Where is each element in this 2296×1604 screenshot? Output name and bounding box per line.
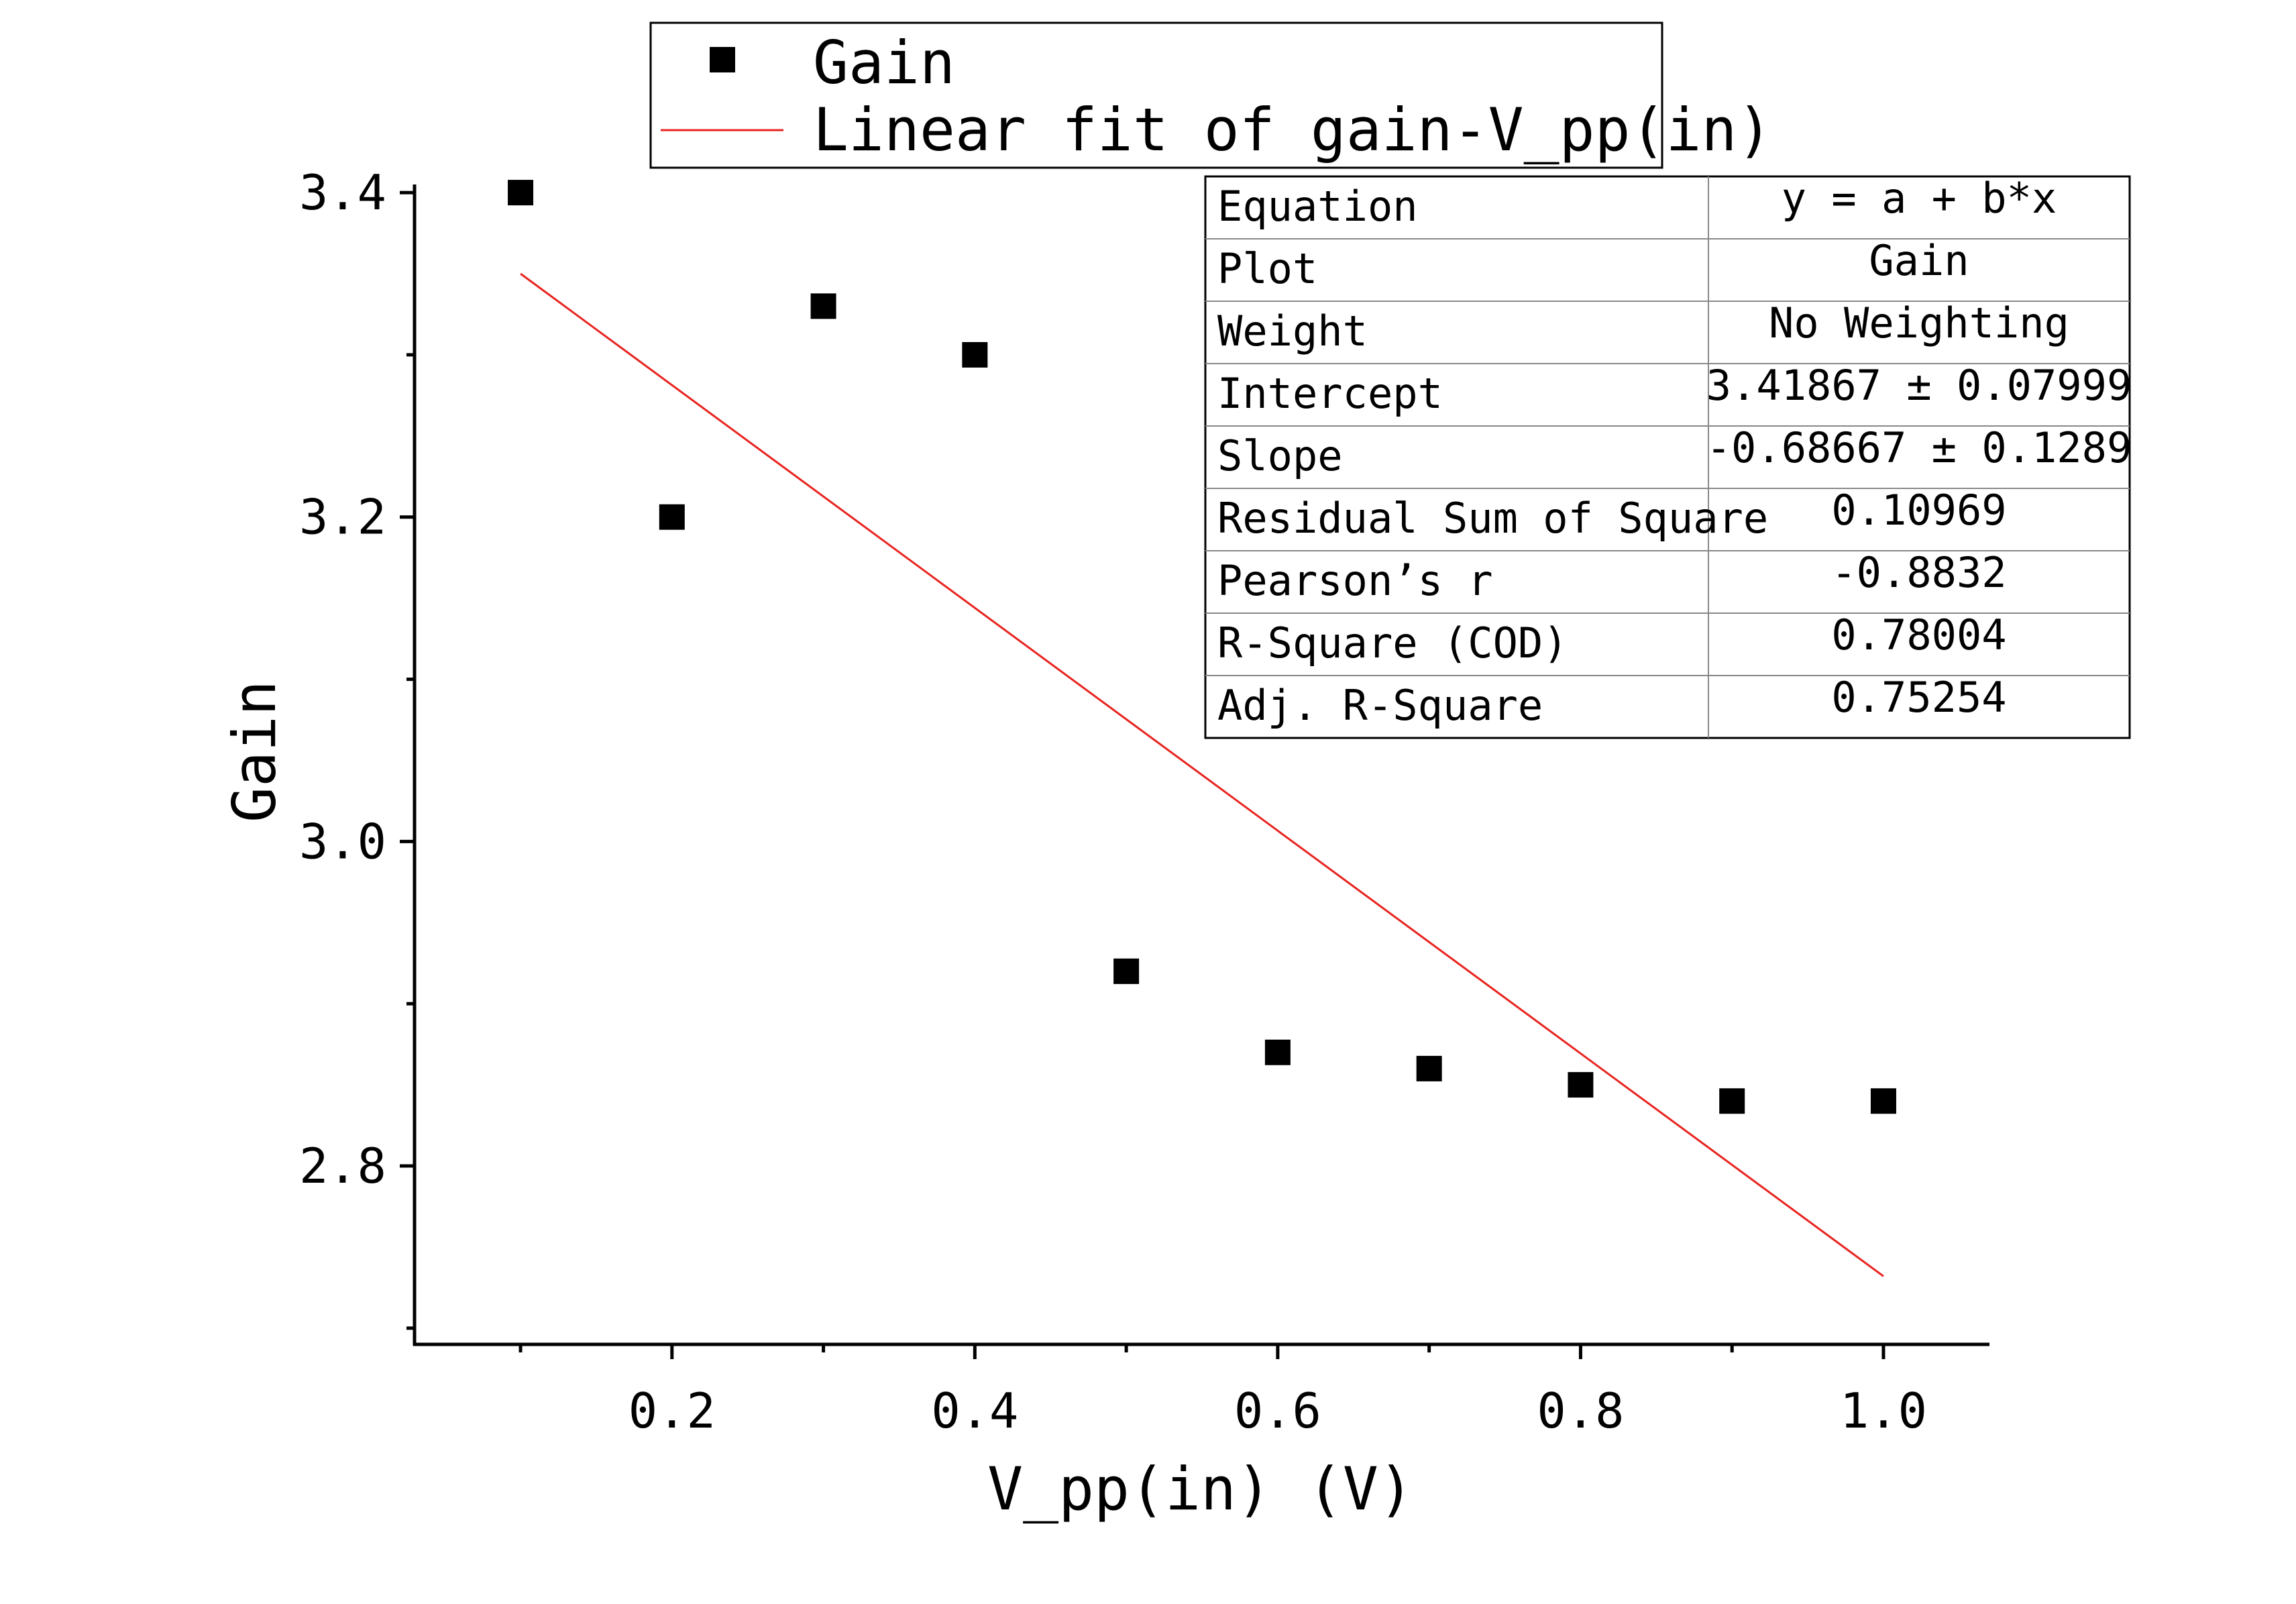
fit-table-label: Plot: [1217, 244, 1317, 293]
data-point: [1264, 1039, 1291, 1065]
x-tick-label: 0.8: [1537, 1383, 1624, 1439]
y-tick-label: 3.2: [299, 489, 386, 545]
fit-table-label: Pearson’s r: [1217, 556, 1493, 605]
fit-table-value: -0.8832: [1831, 548, 2006, 597]
y-axis-title: Gain: [220, 680, 289, 822]
fit-table-label: Residual Sum of Square: [1217, 494, 1768, 543]
fit-table-value: -0.68667 ± 0.1289: [1706, 423, 2132, 472]
fit-table-label: R-Square (COD): [1217, 619, 1568, 667]
fit-table-label: Intercept: [1217, 369, 1443, 418]
legend-marker-gain: [710, 47, 735, 72]
data-points: [508, 180, 1896, 1114]
data-point: [1568, 1072, 1594, 1098]
data-point: [810, 293, 836, 319]
y-tick-label: 3.4: [299, 164, 386, 221]
data-point: [1113, 958, 1140, 984]
data-point: [962, 341, 988, 368]
x-tick-label: 0.6: [1234, 1383, 1321, 1439]
data-point: [1719, 1088, 1745, 1114]
legend-label-fit: Linear fit of gain-V_pp(in): [813, 95, 1772, 164]
data-point: [508, 180, 534, 206]
fit-table-value: 3.41867 ± 0.07999: [1706, 361, 2132, 410]
x-tick-label: 1.0: [1840, 1383, 1927, 1439]
fit-table-value: 0.10969: [1831, 486, 2006, 535]
fit-table-value: y = a + b*x: [1782, 174, 2057, 223]
y-ticks: 2.8 3.0 3.2 3.4: [299, 164, 415, 1330]
x-tick-label: 0.2: [628, 1383, 716, 1439]
fit-table-frame: [1204, 175, 2131, 739]
fit-line: [520, 272, 1884, 1277]
fit-table-value: 0.78004: [1831, 610, 2006, 659]
data-point: [659, 504, 685, 530]
fit-table-value: 0.75254: [1831, 673, 2006, 722]
y-tick-label: 2.8: [299, 1138, 386, 1194]
fit-table: Equation y = a + b*x Plot Gain Weight No Weig…: [1204, 174, 2132, 739]
fit-line-layer: [520, 272, 1884, 1277]
fit-table-label: Slope: [1217, 431, 1343, 480]
legend: Gain Linear fit of gain-V_pp(in): [649, 21, 1772, 169]
y-tick-label: 3.0: [299, 813, 386, 869]
legend-label-gain: Gain: [813, 28, 955, 97]
x-tick-label: 0.4: [931, 1383, 1018, 1439]
fit-table-value: Gain: [1869, 236, 1969, 285]
fit-table-label: Adj. R-Square: [1217, 681, 1543, 730]
fit-table-label: Equation: [1217, 182, 1418, 231]
data-point: [1870, 1088, 1896, 1114]
legend-frame: [649, 21, 1663, 169]
fit-table-label: Weight: [1217, 307, 1368, 356]
data-point: [1416, 1055, 1442, 1081]
fit-table-value: No Weighting: [1769, 299, 2069, 347]
axes: 2.8 3.0 3.2 3.4 0.2 0.4 0.6 0.8 1.0 V_pp(in) (V…: [220, 164, 1989, 1523]
x-ticks: 0.2 0.4 0.6 0.8 1.0: [518, 1344, 1927, 1439]
x-axis-title: V_pp(in) (V): [987, 1454, 1414, 1523]
